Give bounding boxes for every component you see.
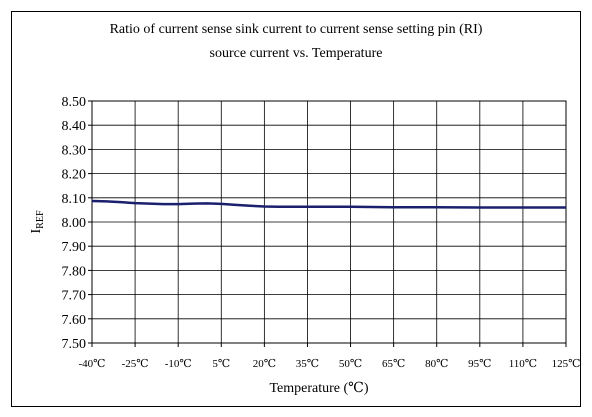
x-tick-label: 5℃ [212, 358, 230, 370]
x-tick-label: 80℃ [425, 358, 448, 370]
y-tick-label: 7.50 [62, 337, 87, 352]
x-tick-label: 50℃ [339, 358, 362, 370]
y-tick-label: 8.50 [62, 95, 87, 110]
y-tick-label: 8.40 [62, 119, 87, 134]
x-tick-label: 35℃ [296, 358, 319, 370]
y-tick-label: 7.60 [62, 313, 87, 328]
x-tick-label: 110℃ [509, 358, 537, 370]
x-tick-label: 125℃ [552, 358, 581, 370]
chart-title-line-2: source current vs. Temperature [209, 46, 383, 61]
x-tick-label: -10℃ [165, 358, 192, 370]
x-tick-label: 20℃ [253, 358, 276, 370]
x-tick-label: -40℃ [79, 358, 106, 370]
x-tick-label: -25℃ [122, 358, 149, 370]
x-tick-label: 65℃ [382, 358, 405, 370]
y-tick-label: 8.20 [62, 168, 87, 183]
chart-title-line-1: Ratio of current sense sink current to c… [109, 22, 483, 37]
y-axis-label: IREF [29, 210, 46, 233]
y-tick-label: 8.00 [62, 216, 87, 231]
y-tick-label: 7.80 [62, 264, 87, 279]
y-tick-label: 7.70 [62, 289, 87, 304]
series-line [91, 199, 566, 209]
y-tick-label: 7.90 [62, 240, 87, 255]
y-tick-label: 8.10 [62, 192, 87, 207]
x-axis-label: Temperature (℃) [269, 381, 368, 396]
x-tick-label: 95℃ [468, 358, 491, 370]
y-tick-label: 8.30 [62, 143, 87, 158]
